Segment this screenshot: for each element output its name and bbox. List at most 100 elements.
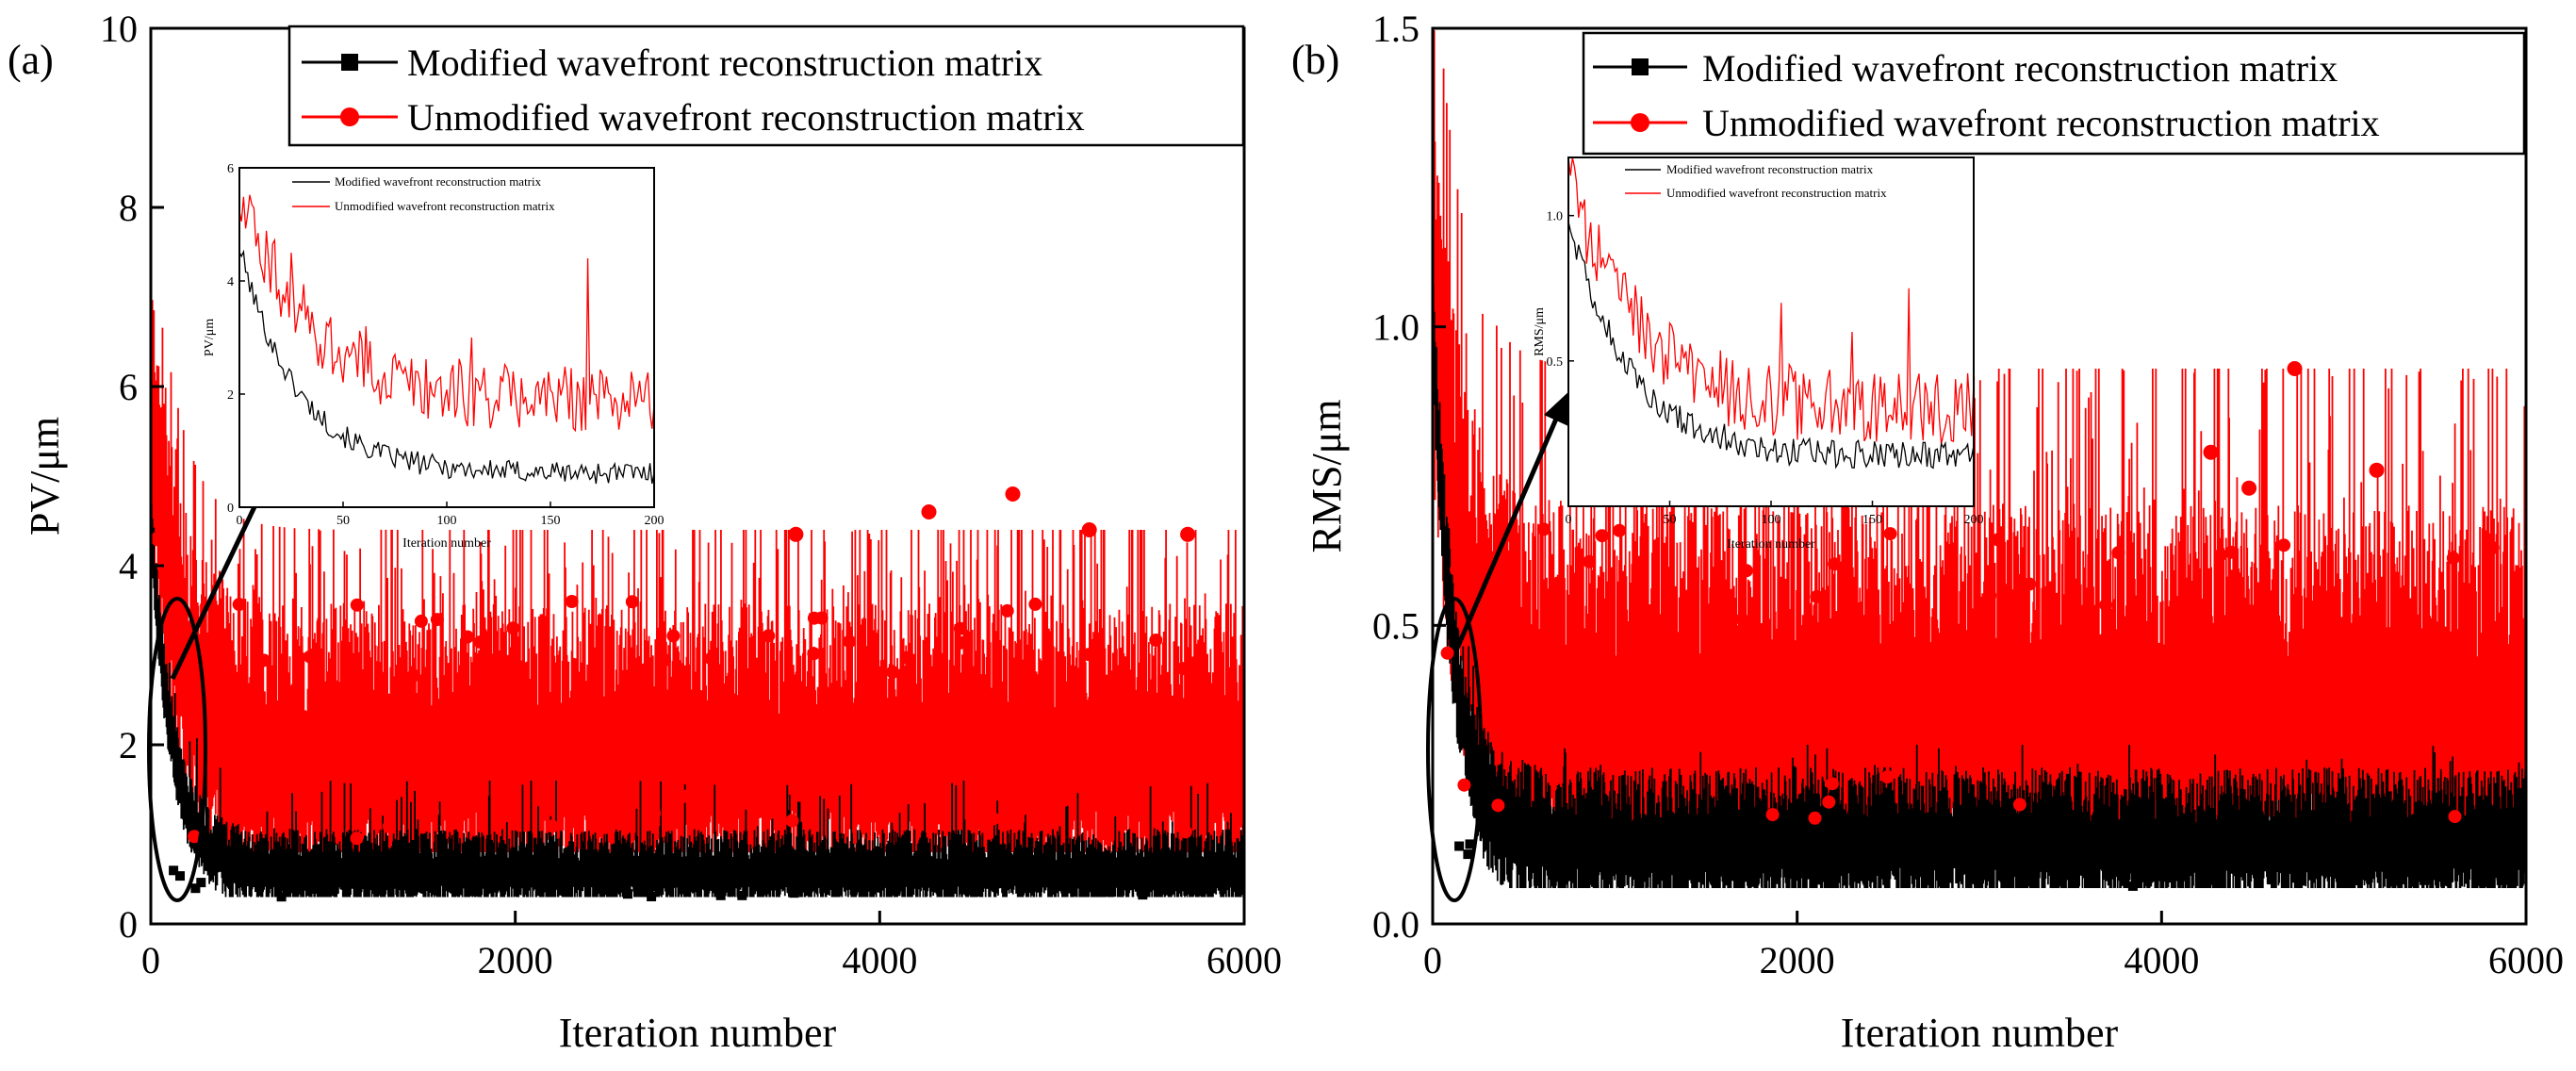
unmodified-marker (1715, 648, 1729, 662)
unmodified-marker (211, 628, 225, 642)
unmodified-marker (1440, 646, 1454, 660)
unmodified-marker (1052, 747, 1066, 761)
modified-marker (1183, 870, 1193, 881)
unmodified-marker (350, 832, 364, 846)
unmodified-marker (2195, 751, 2208, 766)
y-tick-label: 8 (119, 187, 138, 229)
unmodified-marker (1644, 682, 1658, 696)
unmodified-marker (1783, 697, 1797, 711)
unmodified-marker (1595, 529, 1609, 543)
unmodified-marker (1631, 758, 1645, 772)
panel-b-zoom-arrow-line (1453, 403, 1566, 651)
panel-b-y-axis-label: RMS/μm (1304, 400, 1350, 553)
modified-marker (372, 866, 383, 877)
unmodified-marker (1810, 589, 1824, 603)
inset-y-tick-label: 6 (227, 162, 234, 176)
modified-marker (1703, 846, 1714, 856)
x-tick-label: 0 (1423, 939, 1442, 981)
unmodified-marker (1983, 588, 1997, 602)
unmodified-marker (678, 789, 692, 803)
modified-marker (2121, 842, 2131, 852)
unmodified-marker (2277, 538, 2291, 552)
unmodified-peak-marker (2369, 462, 2385, 478)
unmodified-marker (188, 830, 202, 844)
unmodified-marker (1880, 770, 1895, 784)
panel-b-label: (b) (1291, 37, 1339, 83)
unmodified-marker (843, 634, 857, 649)
inset-series-line (1567, 157, 1975, 445)
modified-marker (1138, 890, 1148, 900)
unmodified-marker (886, 665, 900, 679)
panel-a-legend-modified-text: Modified wavefront reconstruction matrix (407, 41, 1042, 84)
unmodified-marker (698, 717, 712, 731)
modified-marker (1205, 875, 1215, 885)
unmodified-marker (1536, 522, 1551, 536)
unmodified-marker (2023, 577, 2037, 591)
unmodified-marker (2183, 637, 2197, 651)
modified-marker (306, 866, 316, 877)
panel-b-inset-ticks: 0 50 100 150 200 0.5 1.0 (1547, 210, 1984, 527)
modified-marker (1628, 839, 1638, 849)
unmodified-marker (2012, 798, 2026, 812)
modified-marker (2224, 859, 2235, 869)
y-tick-label: 0.5 (1372, 604, 1419, 647)
modified-marker (1516, 856, 1526, 866)
unmodified-marker (2037, 684, 2051, 698)
modified-marker (2353, 868, 2363, 878)
y-tick-label: 6 (119, 366, 138, 408)
y-tick-label: 1.5 (1372, 8, 1419, 50)
unmodified-marker (1491, 799, 1505, 813)
unmodified-marker (2446, 551, 2460, 565)
modified-marker (469, 886, 480, 897)
modified-marker (2387, 854, 2397, 865)
modified-marker (449, 882, 459, 893)
inset-y-tick-label: 1.0 (1547, 210, 1564, 224)
unmodified-marker (852, 698, 866, 712)
unmodified-marker (443, 691, 457, 705)
unmodified-marker (1758, 641, 1772, 655)
unmodified-marker (2215, 669, 2229, 684)
unmodified-peak-marker (1081, 522, 1097, 537)
panel-b-inset-legend-unmodified-text: Unmodified wavefront reconstruction matr… (1666, 186, 1887, 200)
unmodified-marker (987, 812, 1000, 826)
modified-marker (2262, 858, 2272, 868)
modified-marker (891, 883, 901, 894)
inset-y-tick-label: 4 (227, 275, 234, 289)
unmodified-marker (1613, 523, 1627, 537)
unmodified-marker (1645, 728, 1658, 742)
unmodified-peak-marker (150, 531, 166, 547)
unmodified-marker (2111, 546, 2125, 560)
inset-x-tick-label: 100 (1762, 513, 1781, 527)
unmodified-marker (1645, 624, 1659, 638)
y-tick-label: 0 (119, 903, 138, 946)
modified-marker (1709, 844, 1719, 854)
unmodified-marker (605, 753, 619, 767)
modified-marker (763, 876, 773, 886)
modified-marker (737, 890, 747, 900)
y-tick-label: 2 (119, 724, 138, 766)
y-tick-label: 0.0 (1372, 903, 1419, 946)
panel-a-legend-circle-marker (340, 107, 359, 126)
unmodified-peak-marker (2241, 480, 2257, 496)
unmodified-marker (953, 621, 967, 635)
x-tick-label: 6000 (1206, 939, 1282, 981)
modified-marker (2496, 875, 2506, 885)
panel-a-legend-square-marker (341, 54, 358, 71)
unmodified-marker (1828, 557, 1842, 571)
panel-b-x-axis-label: Iteration number (1841, 1010, 2119, 1056)
unmodified-marker (565, 595, 579, 608)
x-tick-label: 2000 (1760, 939, 1835, 981)
unmodified-marker (414, 614, 428, 628)
panel-b-axes-frame (1431, 26, 2528, 926)
modified-marker (2121, 870, 2131, 881)
unmodified-marker (1106, 775, 1119, 789)
modified-marker (886, 885, 895, 896)
unmodified-peak-marker (788, 526, 804, 542)
panel-b-legend: Modified wavefront reconstruction matrix… (1582, 31, 2526, 156)
x-tick-label: 2000 (478, 939, 553, 981)
modified-marker (2267, 875, 2277, 885)
panel-a-inset-y-label: PV/μm (203, 319, 217, 356)
unmodified-marker (545, 819, 559, 833)
